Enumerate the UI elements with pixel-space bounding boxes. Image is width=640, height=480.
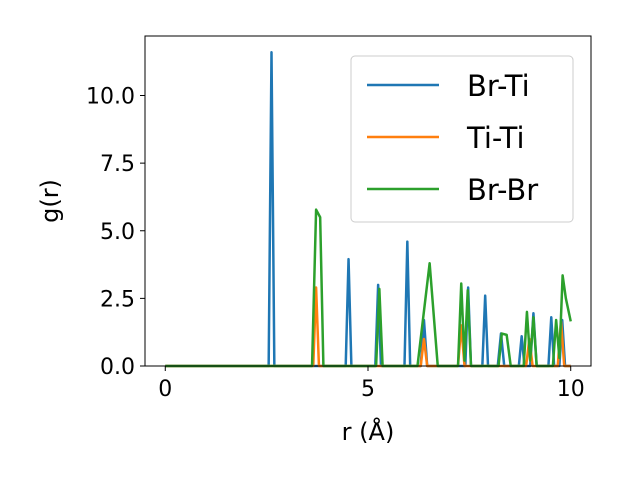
y-tick-label: 10.0 xyxy=(86,85,135,110)
y-tick-label: 0.0 xyxy=(100,355,135,380)
x-tick-label: 10 xyxy=(557,377,585,402)
legend-label: Br-Ti xyxy=(467,69,530,103)
y-axis-label: g(r) xyxy=(36,179,64,223)
y-tick-label: 7.5 xyxy=(100,152,135,177)
x-tick-label: 5 xyxy=(361,377,375,402)
y-tick-label: 2.5 xyxy=(100,287,135,312)
legend-box xyxy=(350,55,574,223)
y-tick-label: 5.0 xyxy=(100,220,135,245)
legend: Br-Ti Ti-Ti Br-Br xyxy=(350,55,574,223)
x-tick-label: 0 xyxy=(158,377,172,402)
legend-label: Ti-Ti xyxy=(466,121,525,155)
legend-label: Br-Br xyxy=(467,173,538,207)
ticks-layer: 0 5 10 0.0 2.5 5.0 7.5 10.0 xyxy=(86,85,585,402)
series-line-br-br xyxy=(165,208,572,368)
x-axis-label: r (Å) xyxy=(342,417,395,446)
